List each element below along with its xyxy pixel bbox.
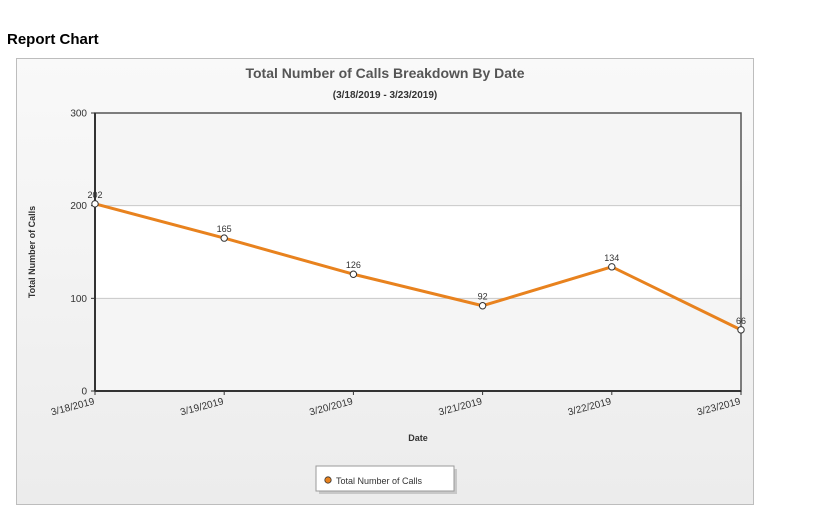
x-tick-label: 3/21/2019 [438, 396, 484, 418]
series-layer: 202 165 126 92 134 66 [87, 190, 746, 334]
data-point [91, 200, 99, 208]
x-axis-ticks: 3/18/2019 3/19/2019 3/20/2019 3/21/2019 3/22… [50, 391, 742, 418]
x-axis-title: Date [408, 433, 428, 443]
x-tick-label: 3/23/2019 [696, 396, 742, 418]
y-tick-label: 300 [70, 109, 87, 120]
data-point [220, 234, 228, 242]
plot-band [95, 113, 741, 206]
data-label: 134 [604, 253, 619, 263]
series-line [93, 202, 743, 332]
chart-subtitle: (3/18/2019 - 3/23/2019) [333, 90, 438, 101]
x-tick-label: 3/19/2019 [179, 396, 225, 418]
plot-band [95, 205, 741, 299]
data-point [737, 326, 745, 334]
plot-area [95, 113, 741, 391]
chart-title: Total Number of Calls Breakdown By Date [245, 65, 524, 81]
legend-box [315, 465, 455, 492]
plot-band [95, 298, 741, 391]
x-tick-label: 3/20/2019 [308, 396, 354, 418]
data-label: 126 [346, 260, 361, 270]
grid-lines [95, 205, 741, 299]
data-point [608, 263, 616, 271]
y-axis-ticks: 0 100 200 300 [70, 109, 95, 398]
y-tick-label: 0 [81, 387, 87, 398]
x-tick-label: 3/18/2019 [50, 396, 96, 418]
x-tick-label: 3/22/2019 [567, 396, 613, 418]
legend-item-label: Total Number of Calls [336, 476, 423, 486]
page-title: Report Chart [7, 31, 99, 48]
y-tick-label: 200 [70, 201, 87, 212]
legend[interactable]: Total Number of Calls [315, 465, 457, 494]
data-label: 92 [478, 292, 488, 302]
data-point [478, 302, 487, 310]
data-label: 165 [217, 224, 232, 234]
data-point [349, 270, 358, 278]
y-axis-title: Total Number of Calls [27, 206, 37, 298]
axes [94, 112, 742, 392]
y-tick-label: 100 [70, 294, 87, 305]
legend-marker-icon [324, 476, 332, 484]
data-label: 66 [736, 316, 746, 326]
data-label: 202 [87, 190, 102, 200]
